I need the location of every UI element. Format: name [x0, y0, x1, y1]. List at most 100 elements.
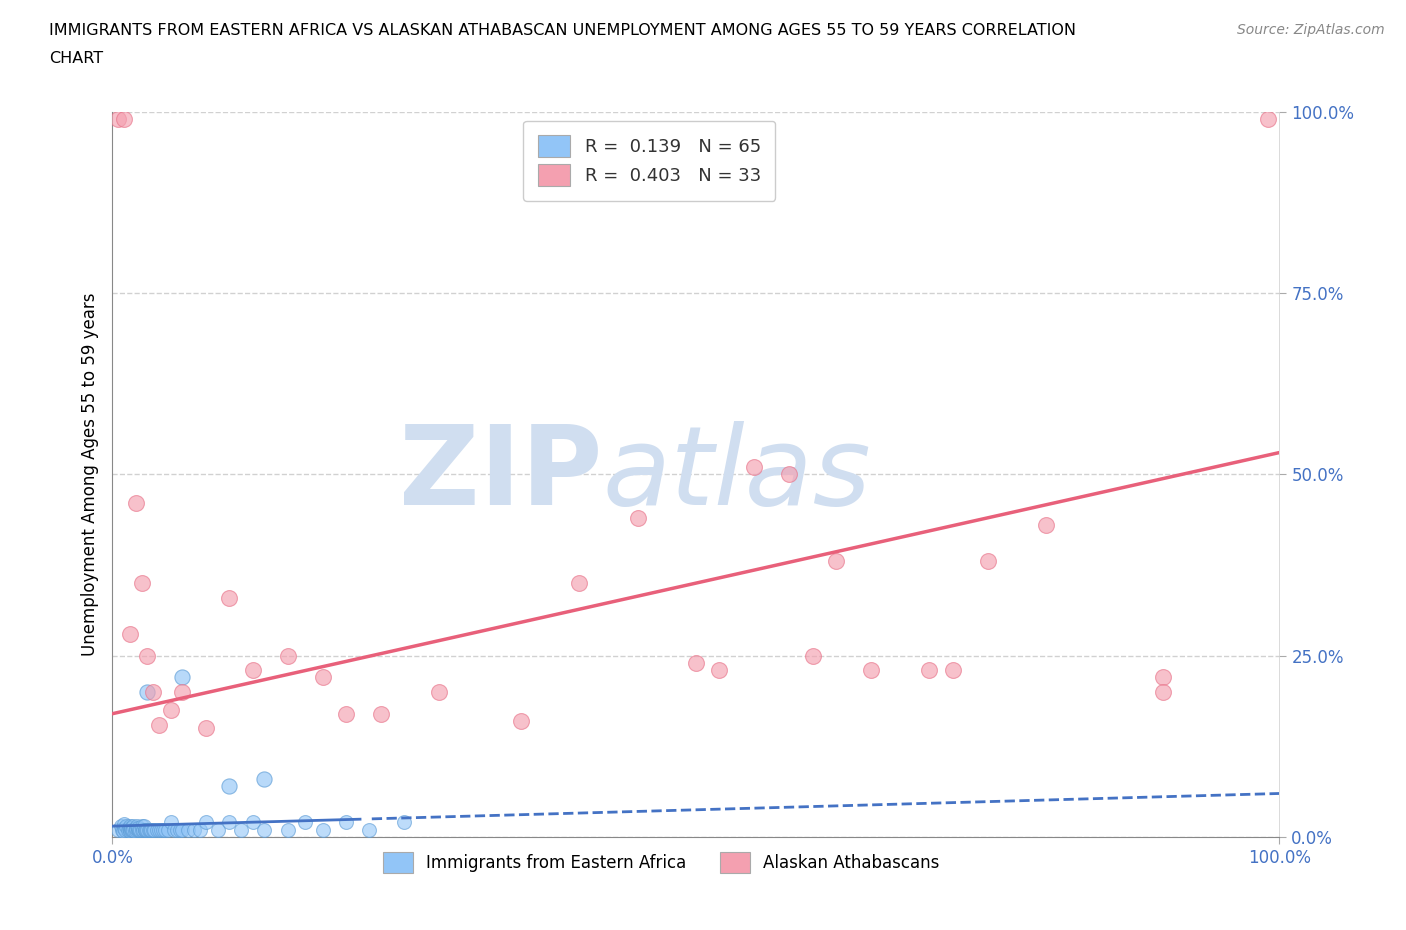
Point	[568, 576, 591, 591]
Point	[135, 822, 157, 837]
Point	[1152, 670, 1174, 684]
Point	[118, 822, 141, 837]
Point	[111, 824, 134, 839]
Point	[276, 648, 298, 663]
Point	[146, 822, 169, 837]
Point	[1035, 518, 1057, 533]
Point	[139, 822, 162, 837]
Point	[150, 822, 173, 837]
Point	[148, 717, 170, 732]
Point	[120, 821, 142, 836]
Point	[112, 112, 135, 126]
Point	[128, 822, 150, 837]
Point	[976, 554, 998, 569]
Point	[242, 663, 264, 678]
Text: CHART: CHART	[49, 51, 103, 66]
Point	[124, 824, 146, 839]
Point	[132, 822, 155, 837]
Point	[942, 663, 965, 678]
Point	[627, 511, 650, 525]
Point	[1152, 684, 1174, 699]
Point	[125, 821, 148, 836]
Point	[148, 822, 170, 837]
Point	[134, 822, 156, 837]
Text: IMMIGRANTS FROM EASTERN AFRICA VS ALASKAN ATHABASCAN UNEMPLOYMENT AMONG AGES 55 : IMMIGRANTS FROM EASTERN AFRICA VS ALASKA…	[49, 23, 1076, 38]
Point	[160, 815, 183, 830]
Point	[125, 818, 148, 833]
Point	[242, 815, 264, 830]
Point	[121, 822, 143, 837]
Point	[142, 822, 165, 837]
Point	[114, 822, 136, 837]
Point	[1257, 112, 1279, 126]
Y-axis label: Unemployment Among Ages 55 to 59 years: Unemployment Among Ages 55 to 59 years	[80, 293, 98, 656]
Point	[136, 684, 159, 699]
Point	[107, 112, 129, 126]
Point	[125, 496, 148, 511]
Point	[709, 663, 731, 678]
Point	[183, 822, 205, 837]
Point	[129, 822, 152, 837]
Point	[207, 822, 229, 837]
Point	[509, 713, 531, 728]
Point	[218, 815, 240, 830]
Point	[253, 822, 276, 837]
Point	[860, 663, 883, 678]
Point	[253, 772, 276, 787]
Point	[120, 822, 142, 837]
Point	[131, 818, 153, 833]
Point	[801, 648, 824, 663]
Text: ZIP: ZIP	[399, 420, 603, 528]
Point	[359, 822, 381, 837]
Legend: Immigrants from Eastern Africa, Alaskan Athabascans: Immigrants from Eastern Africa, Alaskan …	[375, 845, 946, 880]
Point	[127, 821, 149, 836]
Point	[110, 818, 132, 833]
Point	[152, 822, 174, 837]
Point	[136, 822, 159, 837]
Point	[131, 822, 153, 837]
Point	[112, 821, 135, 836]
Point	[139, 822, 162, 837]
Point	[194, 815, 217, 830]
Text: atlas: atlas	[603, 420, 872, 528]
Point	[778, 467, 800, 482]
Point	[311, 670, 333, 684]
Point	[825, 554, 848, 569]
Point	[112, 817, 135, 831]
Point	[335, 706, 357, 721]
Point	[131, 576, 153, 591]
Point	[115, 818, 138, 833]
Point	[685, 656, 707, 671]
Point	[118, 821, 141, 836]
Point	[118, 824, 141, 839]
Point	[111, 822, 134, 837]
Point	[276, 822, 298, 837]
Point	[918, 663, 941, 678]
Point	[172, 822, 194, 837]
Point	[311, 822, 333, 837]
Point	[118, 627, 141, 642]
Point	[218, 778, 240, 793]
Point	[136, 648, 159, 663]
Point	[153, 822, 176, 837]
Point	[122, 822, 145, 837]
Text: Source: ZipAtlas.com: Source: ZipAtlas.com	[1237, 23, 1385, 37]
Point	[172, 684, 194, 699]
Point	[294, 815, 316, 830]
Point	[163, 822, 186, 837]
Point	[132, 818, 155, 833]
Point	[138, 822, 160, 837]
Point	[134, 822, 156, 837]
Point	[142, 684, 165, 699]
Point	[744, 459, 766, 474]
Point	[169, 822, 191, 837]
Point	[117, 822, 139, 837]
Point	[229, 822, 252, 837]
Point	[177, 822, 200, 837]
Point	[218, 591, 240, 605]
Point	[125, 822, 148, 837]
Point	[157, 822, 180, 837]
Point	[143, 822, 166, 837]
Point	[127, 822, 149, 837]
Point	[122, 818, 145, 833]
